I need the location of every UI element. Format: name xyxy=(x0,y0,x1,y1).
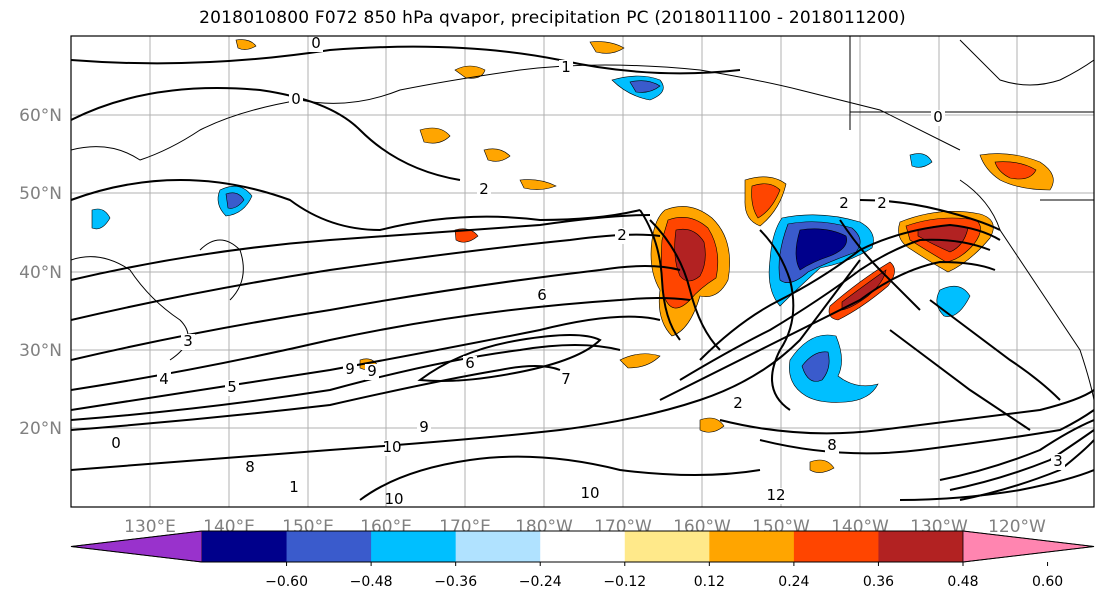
contour-label: 12 xyxy=(766,486,785,504)
colorbar-segment xyxy=(202,531,288,562)
colorbar-segment xyxy=(371,531,457,562)
colorbar-tick-label: −0.12 xyxy=(603,574,646,590)
latitude-label: 30°N xyxy=(19,341,62,361)
contour-label: 10 xyxy=(384,490,403,508)
contour-label: 8 xyxy=(827,436,837,454)
contour-label-background xyxy=(385,440,399,456)
contour-label-background xyxy=(931,110,945,126)
contour-label-background xyxy=(825,438,839,454)
contour-label: 9 xyxy=(419,418,429,436)
contour-label: 5 xyxy=(227,378,237,396)
colorbar-tick-label: 0.12 xyxy=(694,574,725,590)
contour-label-background xyxy=(417,420,431,436)
contour-label: 2 xyxy=(479,180,489,198)
latitude-label: 60°N xyxy=(19,106,62,126)
plot-frame xyxy=(70,35,1095,508)
latitude-label: 40°N xyxy=(19,263,62,283)
contour-label: 0 xyxy=(311,34,321,52)
colorbar-segment xyxy=(709,531,795,562)
contour-label-background xyxy=(875,196,889,212)
contour-label-background xyxy=(477,182,491,198)
contour-label-background xyxy=(289,92,303,108)
colorbar-tick-label: 0.24 xyxy=(778,574,809,590)
contour-label-background xyxy=(309,36,323,52)
contour-label: 3 xyxy=(1053,452,1063,470)
colorbar-outline xyxy=(70,530,1095,563)
colorbar-tick-labels: −0.60 −0.48 −0.36 −0.24 −0.12 0.12 0.24 0.36 0.4… xyxy=(265,562,1063,590)
contour-label-background xyxy=(559,372,573,388)
contour-label: 6 xyxy=(537,286,547,304)
contour-label: 2 xyxy=(617,226,627,244)
coastlines xyxy=(71,36,1094,401)
colorbar xyxy=(70,530,1095,563)
colorbar-segment xyxy=(286,531,372,562)
contour-label-background xyxy=(1051,454,1065,470)
colorbar-segment xyxy=(793,531,879,562)
contour-label-background xyxy=(181,334,195,350)
contour-label: 10 xyxy=(580,484,599,502)
contour-label: 1 xyxy=(289,478,299,496)
map-title: 2018010800 F072 850 hPa qvapor, precipit… xyxy=(199,8,906,28)
contour-label: 0 xyxy=(291,90,301,108)
colorbar-tick-label: −0.48 xyxy=(350,574,393,590)
contour-label: 3 xyxy=(183,332,193,350)
contour-label: 2 xyxy=(877,194,887,212)
contour-label: 2 xyxy=(733,394,743,412)
contour-label-background xyxy=(535,288,549,304)
contour-label: 8 xyxy=(245,458,255,476)
contour-label-background xyxy=(157,372,171,388)
colorbar-tick-label: 0.48 xyxy=(947,574,978,590)
contour-label-background xyxy=(583,486,597,502)
contour-label: 10 xyxy=(382,438,401,456)
contour-label-background xyxy=(365,364,379,380)
contour-label: 9 xyxy=(367,362,377,380)
latitude-labels: 60°N 50°N 40°N 30°N 20°N xyxy=(19,106,62,439)
contour-label-background xyxy=(731,396,745,412)
colorbar-tick-label: 0.60 xyxy=(1032,574,1063,590)
colorbar-tick-label: −0.24 xyxy=(519,574,562,590)
contour-label-background xyxy=(463,356,477,372)
contour-label-background xyxy=(343,362,357,378)
contour-label-background xyxy=(559,60,573,76)
contour-label: 1 xyxy=(561,58,571,76)
colorbar-segment xyxy=(878,531,964,562)
contour-label-background xyxy=(287,480,301,496)
colorbar-segment xyxy=(624,531,710,562)
colorbar-tick-label: −0.36 xyxy=(434,574,477,590)
contour-label: 0 xyxy=(933,108,943,126)
contour-label-background xyxy=(243,460,257,476)
colorbar-segment xyxy=(455,531,541,562)
latitude-label: 20°N xyxy=(19,419,62,439)
contour-label-background xyxy=(225,380,239,396)
contour-label: 7 xyxy=(561,370,571,388)
contour-label: 6 xyxy=(465,354,475,372)
qvapor-contours xyxy=(71,45,1094,501)
contour-label: 4 xyxy=(159,370,169,388)
contour-label-background xyxy=(615,228,629,244)
contour-label-background xyxy=(837,196,851,212)
colorbar-tick-label: −0.60 xyxy=(265,574,308,590)
contour-label-background xyxy=(769,488,783,504)
contour-label: 9 xyxy=(345,360,355,378)
longitude-label: 120°W xyxy=(988,517,1046,537)
contour-label: 2 xyxy=(839,194,849,212)
latitude-label: 50°N xyxy=(19,184,62,204)
contour-label: 0 xyxy=(111,434,121,452)
contour-label-background xyxy=(387,492,401,507)
longitude-label: 130°E xyxy=(124,517,176,537)
colorbar-tick-label: 0.36 xyxy=(863,574,894,590)
contour-label-background xyxy=(109,436,123,452)
colorbar-segment xyxy=(540,531,626,562)
